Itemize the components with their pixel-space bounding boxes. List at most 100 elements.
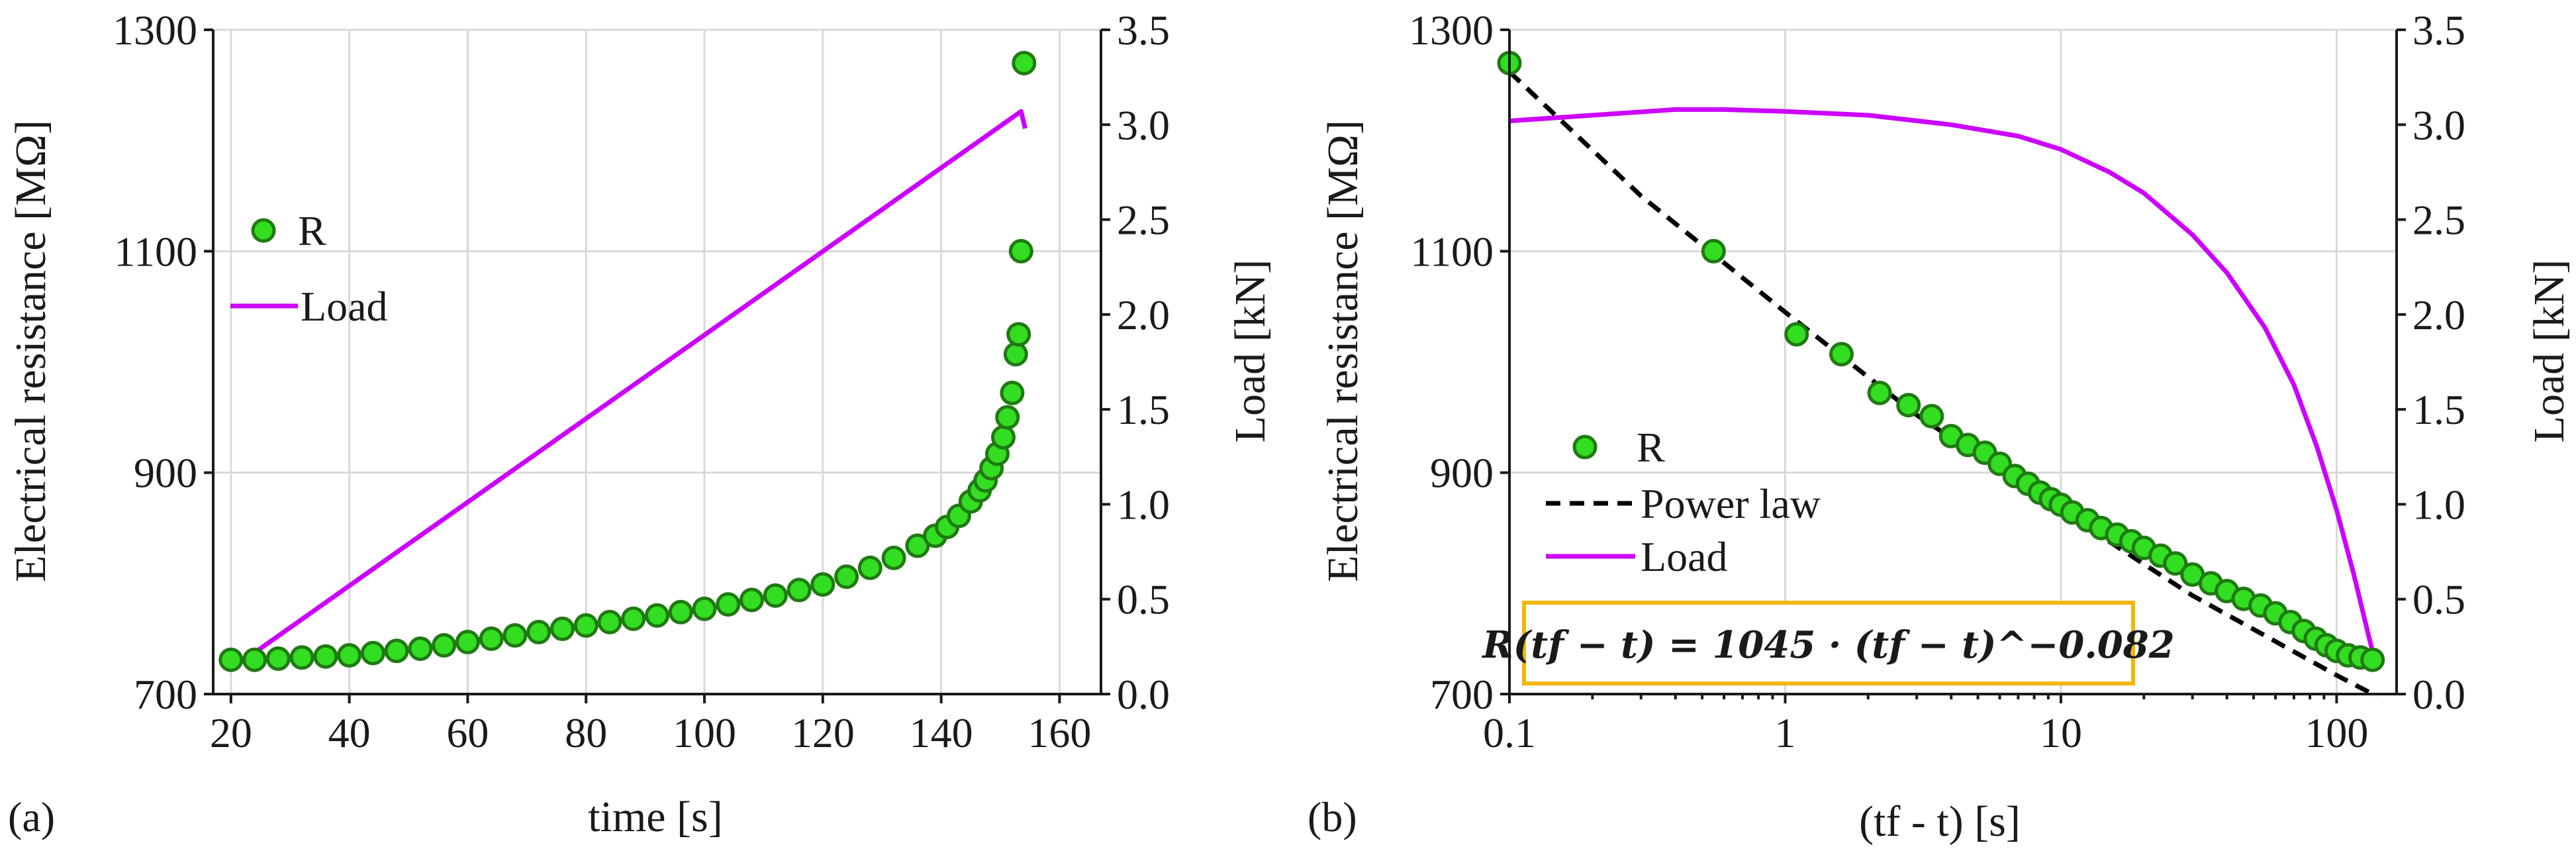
r-data-point [881,545,906,570]
r-data-point [218,647,244,672]
panel-b-series [1497,50,2385,699]
y-right-tick-label: 1.5 [2412,386,2465,433]
r-data-point [242,647,267,672]
r-data-point [716,592,741,617]
panel-a-series [218,50,1037,672]
x-tick-label: 40 [328,709,371,756]
x-tick-label: 100 [2305,709,2368,756]
r-data-point [621,606,646,631]
y-right-tick-label: 2.0 [2412,291,2465,338]
r-data-point [1006,322,1031,347]
r-data-point [692,596,717,621]
legend-r-marker [251,218,276,243]
y-right-tick-label: 2.5 [2412,197,2465,244]
y-right-tick-label: 1.5 [1117,386,1170,433]
y-right-tick-label: 2.5 [1117,197,1170,244]
r-data-point [337,643,362,668]
r-data-point [597,609,622,634]
y-right-tick-label: 3.5 [2412,7,2465,54]
panel-b-legend: R Power law Load [1546,424,1821,580]
y-left-tick-label: 1100 [114,228,197,275]
r-data-point [2360,647,2385,672]
r-data-point [526,619,551,644]
legend-load-label: Load [301,283,388,330]
legend-r-label: R [1637,424,1665,471]
r-data-point [645,603,669,628]
r-data-point [668,599,693,625]
r-data-point [1829,342,1854,367]
panel-a-x-axis-title: time [s] [588,793,722,841]
x-tick-label: 1 [1774,709,1795,756]
x-tick-label: 0.1 [1483,709,1536,756]
y-right-tick-label: 0.5 [1117,576,1170,623]
x-tick-label: 80 [565,709,607,756]
r-data-point [1784,322,1809,347]
y-left-tick-label: 1100 [1410,228,1494,275]
r-data-point [810,572,835,597]
x-tick-label: 100 [673,709,736,756]
y-right-tick-label: 1.0 [1117,481,1170,528]
r-data-point [289,645,314,670]
equation-annotation: R(tf − t) = 1045 · (tf − t)^−0.082 [1481,601,2175,685]
r-data-point [1867,380,1892,405]
legend-power-law-label: Power law [1641,480,1821,527]
y-right-tick-label: 3.5 [1117,7,1170,54]
y-left-tick-label: 1300 [1409,7,1494,54]
x-tick-label: 20 [210,709,252,756]
panel-a-axes: 20 40 60 80 100 120 140 160 700 900 1100 1300 0.0 0.5… [113,7,1170,756]
r-data-point [1003,342,1028,367]
y-right-tick-label: 0.0 [1117,671,1170,718]
x-tick-label: 10 [2040,709,2082,756]
legend-r-marker [1572,434,1598,460]
y-left-tick-label: 700 [134,671,197,718]
panel-a-grid [213,28,1101,695]
panel-b-chart: 0.1 1 10 100 700 900 1100 1300 0.0 0.5 1.0 1.5 2.0 2.… [1308,7,2573,846]
r-data-point [265,646,291,671]
legend-load-label: Load [1641,533,1728,580]
legend-r-label: R [298,207,326,254]
y-right-tick-label: 0.0 [2412,671,2465,718]
y-right-tick-label: 3.0 [2412,101,2465,148]
x-tick-label: 60 [446,709,489,756]
r-data-point [991,425,1016,450]
r-data-point [1008,238,1033,264]
y-left-tick-label: 900 [134,450,197,497]
x-tick-label: 140 [910,709,973,756]
r-data-point [995,405,1020,430]
r-data-point [787,578,812,603]
panel-b-label: (b) [1308,793,1357,840]
x-tick-label: 160 [1027,709,1091,756]
equation-text: R(tf − t) = 1045 · (tf − t)^−0.082 [1481,623,2174,667]
load-line [1509,107,2379,670]
panel-b-y-right-title: Load [kN] [2525,260,2573,443]
r-data-point [1012,50,1037,76]
x-tick-label: 120 [791,709,855,756]
y-right-tick-label: 0.5 [2412,576,2465,623]
r-data-point [1000,380,1025,405]
r-data-point [573,613,598,638]
r-data-point [479,626,504,651]
y-left-tick-label: 1300 [113,7,197,54]
panel-b-y-left-title: Electrical resistance [MΩ] [1319,120,1367,582]
panel-a-label: (a) [8,793,55,840]
r-data-point [857,555,883,580]
y-right-tick-label: 3.0 [1117,101,1170,148]
equation-box [1522,601,2135,685]
r-data-point [1896,393,1921,418]
load-line [229,109,1028,672]
r-data-point [502,623,528,648]
panel-a-y-left-title: Electrical resistance [MΩ] [7,120,55,582]
r-data-point [763,583,788,608]
r-data-point [2163,551,2188,576]
r-data-point [1701,238,1726,264]
r-data-point [313,644,338,669]
panel-b-axes: 0.1 1 10 100 700 900 1100 1300 0.0 0.5 1.0 1.5 2.0 2.… [1409,7,2465,756]
y-right-tick-label: 2.0 [1117,291,1170,338]
r-data-point [360,640,385,666]
y-left-tick-label: 900 [1430,450,1494,497]
r-data-point [384,638,409,664]
panel-b-x-axis-title: (tf - t) [s] [1859,797,2021,846]
r-data-point [1919,403,1944,428]
r-data-point [432,632,457,658]
